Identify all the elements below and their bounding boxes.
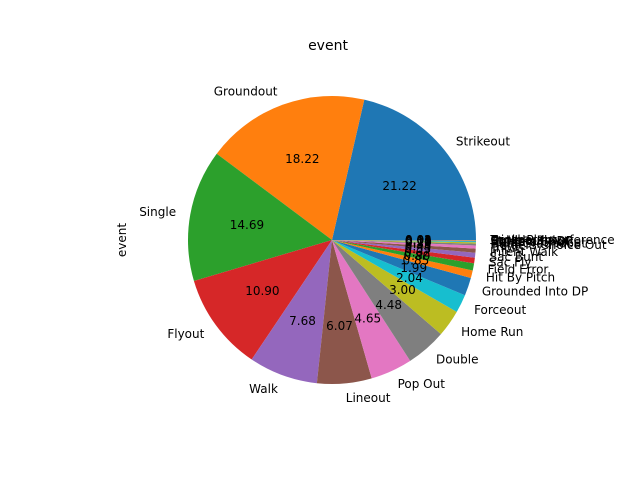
slice-value-lineout: 6.07 [326,319,353,333]
slice-label-single: Single [139,205,176,219]
slice-label-pop-out: Pop Out [398,377,446,391]
slice-label-flyout: Flyout [167,327,204,341]
chart-title: event [308,38,348,54]
slice-value-double: 4.48 [375,298,402,312]
y-axis-label: event [115,223,129,257]
slice-label-double: Double [436,353,479,367]
slice-label-grounded-into-dp: Grounded Into DP [482,284,588,298]
slice-value-strikeout: 21.22 [382,179,416,193]
slice-value-single: 14.69 [230,218,264,232]
slice-label-forceout: Forceout [474,303,526,317]
slice-label-home-run: Home Run [461,325,523,339]
slice-label-strikeout: Strikeout [456,134,510,148]
pie-wedges [188,96,476,384]
slice-label-triple-play: Triple Play [489,233,551,247]
slice-value-triple-play: 0.01 [405,233,432,247]
slice-value-flyout: 10.90 [245,284,279,298]
slice-value-walk: 7.68 [289,314,316,328]
slice-label-lineout: Lineout [346,391,391,405]
slice-value-pop-out: 4.65 [354,312,381,326]
slice-label-walk: Walk [249,382,278,396]
slice-value-groundout: 18.22 [285,152,319,166]
slice-label-groundout: Groundout [214,84,278,98]
